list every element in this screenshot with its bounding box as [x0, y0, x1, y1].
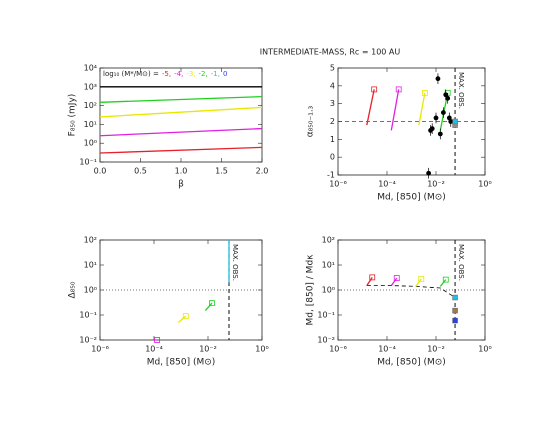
point — [452, 307, 458, 314]
x-tick-label: 1.5 — [215, 167, 228, 176]
x-axis-label: Md, [850] (M⊙) — [377, 193, 446, 203]
series-line — [177, 315, 187, 324]
series-line — [99, 146, 263, 154]
figure-title: INTERMEDIATE-MASS, Rc = 100 AU — [260, 48, 401, 57]
legend-entry: -3, — [186, 70, 195, 78]
end-marker — [369, 274, 376, 281]
series-line — [390, 277, 398, 286]
x-tick-label: 10⁻⁶ — [329, 345, 347, 354]
series-line — [415, 278, 422, 287]
y-tick-label: 1 — [330, 135, 335, 144]
y-tick-label: 10⁻¹ — [79, 311, 97, 320]
end-marker — [418, 275, 425, 282]
x-tick-label: 10⁰ — [255, 345, 268, 354]
point — [443, 92, 449, 98]
max-obs-label: MAX. OBS. — [457, 244, 465, 281]
point — [435, 76, 441, 82]
y-tick-label: 10² — [322, 236, 335, 245]
end-marker — [154, 337, 160, 343]
y-tick-label: 0 — [330, 153, 335, 162]
point — [433, 115, 439, 121]
end-marker — [395, 86, 402, 93]
series-line — [439, 279, 447, 287]
max-obs-label: MAX. OBS. — [231, 244, 239, 281]
y-tick-label: 10¹ — [322, 261, 335, 270]
end-marker — [421, 90, 428, 96]
y-tick-label: 10⁻¹ — [79, 158, 97, 167]
y-tick-label: 10⁴ — [84, 64, 97, 73]
y-tick-label: 10⁻¹ — [317, 311, 335, 320]
y-tick-label: 4 — [330, 81, 335, 90]
end-marker — [442, 276, 449, 283]
series-line — [366, 277, 373, 286]
y-axis-label: Δ₈₅₀ — [68, 281, 78, 298]
y-tick-label: 5 — [330, 64, 335, 73]
point — [429, 126, 435, 132]
x-axis-label: β — [178, 180, 184, 190]
legend-entry: 0 — [223, 70, 227, 78]
point — [452, 294, 458, 301]
legend-title: log₁₀ (M*/M⊙) = — [103, 70, 159, 78]
x-tick-label: 10⁻⁴ — [378, 180, 396, 189]
y-axis-label: F₈₅₀ (mJy) — [68, 94, 78, 137]
max-obs-label: MAX. OBS. — [457, 72, 465, 109]
series-line — [366, 89, 375, 126]
x-tick-label: 10⁻⁶ — [91, 345, 109, 354]
x-tick-label: 10⁻⁴ — [378, 345, 396, 354]
point — [426, 170, 432, 176]
point — [437, 131, 443, 137]
y-tick-label: 10⁻² — [79, 336, 97, 345]
series-line — [204, 302, 213, 312]
end-marker — [182, 313, 189, 320]
point — [452, 317, 458, 324]
series-line — [99, 106, 263, 118]
x-tick-label: 0.5 — [134, 167, 147, 176]
y-tick-label: 3 — [330, 99, 335, 108]
x-tick-label: 10⁻² — [199, 345, 217, 354]
end-marker — [209, 300, 215, 306]
y-tick-label: 10² — [84, 236, 97, 245]
x-tick-label: 10⁻⁶ — [329, 180, 347, 189]
legend-entry: -1, — [211, 70, 220, 78]
x-tick-label: 2.0 — [256, 167, 269, 176]
x-tick-label: 10⁻⁴ — [145, 345, 163, 354]
legend-entry: -4, — [174, 70, 183, 78]
x-tick-label: 10⁰ — [478, 180, 491, 189]
y-tick-label: 10⁰ — [84, 139, 97, 148]
legend-entry: -2, — [199, 70, 208, 78]
x-tick-label: 10⁻² — [427, 180, 445, 189]
y-tick-label: 10³ — [84, 82, 97, 91]
y-tick-label: 10⁻² — [317, 336, 335, 345]
y-tick-label: 10¹ — [84, 261, 97, 270]
point — [452, 118, 458, 125]
point — [445, 95, 451, 101]
end-marker — [393, 275, 400, 281]
x-tick-label: 10⁰ — [478, 345, 491, 354]
series-line — [366, 285, 456, 298]
x-tick-label: 0.0 — [94, 167, 107, 176]
y-axis-label: Md, [850] / Mdκ — [306, 254, 316, 326]
point — [448, 119, 454, 124]
x-tick-label: 10⁻² — [427, 345, 445, 354]
y-tick-label: 10¹ — [84, 120, 97, 129]
series-line — [418, 92, 426, 126]
point — [440, 110, 446, 115]
end-marker — [371, 86, 378, 93]
x-axis-label: Md, [850] (M⊙) — [377, 358, 446, 368]
x-axis-label: Md, [850] (M⊙) — [147, 358, 216, 368]
x-tick-label: 1.0 — [175, 167, 188, 176]
y-tick-label: -1 — [327, 171, 335, 180]
series-line — [99, 95, 263, 103]
legend-entry: -5, — [162, 70, 171, 78]
y-axis-label: α₈₅₀₋₁.₃ — [306, 105, 316, 137]
series-line — [390, 89, 400, 131]
y-tick-label: 10² — [84, 101, 97, 110]
y-tick-label: 10⁰ — [322, 286, 335, 295]
y-tick-label: 10⁰ — [84, 286, 97, 295]
y-tick-label: 2 — [330, 117, 335, 126]
series-line — [99, 127, 263, 137]
